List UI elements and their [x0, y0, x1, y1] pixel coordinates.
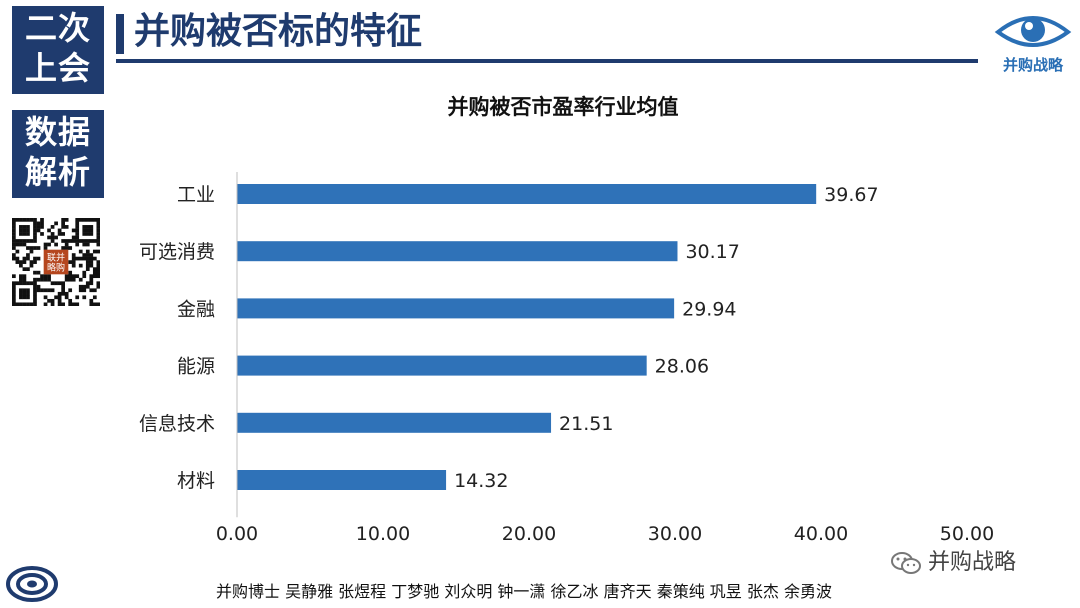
bar [237, 470, 447, 490]
header-divider [116, 59, 978, 63]
value-label: 29.94 [682, 298, 736, 320]
x-tick-label: 10.00 [356, 523, 410, 545]
sidebar-block-data-analysis: 数据 解析 [12, 110, 104, 198]
category-label: 材料 [177, 470, 215, 492]
pe-ratio-bar-chart: 并购被否市盈率行业均值 工业 39.67 可选消费 30.17 金融 29.94 能源 28.… [139, 95, 994, 545]
page-title: 并购被否标的特征 [134, 11, 423, 52]
wechat-icon [891, 552, 921, 574]
eye-icon [994, 16, 1072, 47]
wechat-account-name: 并购战略 [928, 550, 1017, 575]
chart-title: 并购被否市盈率行业均值 [448, 95, 679, 119]
sidebar-block1-line1: 二次 [24, 9, 91, 47]
brand-logo: 并购战略 [992, 8, 1074, 80]
title-accent-bar [116, 14, 124, 54]
category-label: 金融 [177, 298, 215, 320]
svg-text:略购: 略购 [47, 262, 65, 274]
value-label: 21.51 [559, 413, 613, 435]
sidebar-block1-line2: 上会 [24, 49, 91, 87]
sidebar: 二次 上会 数据 解析 联并 略购 [0, 0, 106, 608]
value-label: 39.67 [824, 184, 878, 206]
wechat-account: 并购战略 [890, 544, 1016, 576]
x-tick-label: 0.00 [216, 523, 258, 545]
value-label: 14.32 [454, 470, 508, 492]
svg-text:联并: 联并 [47, 252, 65, 264]
category-label: 可选消费 [139, 241, 215, 263]
brand-name: 并购战略 [1002, 56, 1063, 74]
category-label: 能源 [177, 356, 215, 378]
value-label: 28.06 [655, 356, 709, 378]
value-label: 30.17 [685, 241, 739, 263]
sidebar-block-second-review: 二次 上会 [12, 6, 104, 94]
sidebar-block2-line1: 数据 [24, 113, 91, 151]
bar [237, 355, 647, 376]
bar [237, 241, 678, 262]
x-tick-label: 50.00 [940, 523, 994, 545]
x-tick-label: 30.00 [648, 523, 702, 545]
category-label: 工业 [177, 184, 215, 206]
bar [237, 298, 675, 319]
category-label: 信息技术 [139, 413, 215, 435]
x-tick-label: 40.00 [794, 523, 848, 545]
company-logo-icon [6, 566, 58, 602]
bar [237, 184, 817, 204]
x-tick-label: 20.00 [502, 523, 556, 545]
author-list: 并购博士 吴静雅 张煜程 丁梦驰 刘众明 钟一潇 徐乙冰 唐齐天 秦策纯 巩昱 … [216, 582, 832, 601]
sidebar-block2-line2: 解析 [24, 153, 91, 191]
bar [237, 412, 552, 433]
